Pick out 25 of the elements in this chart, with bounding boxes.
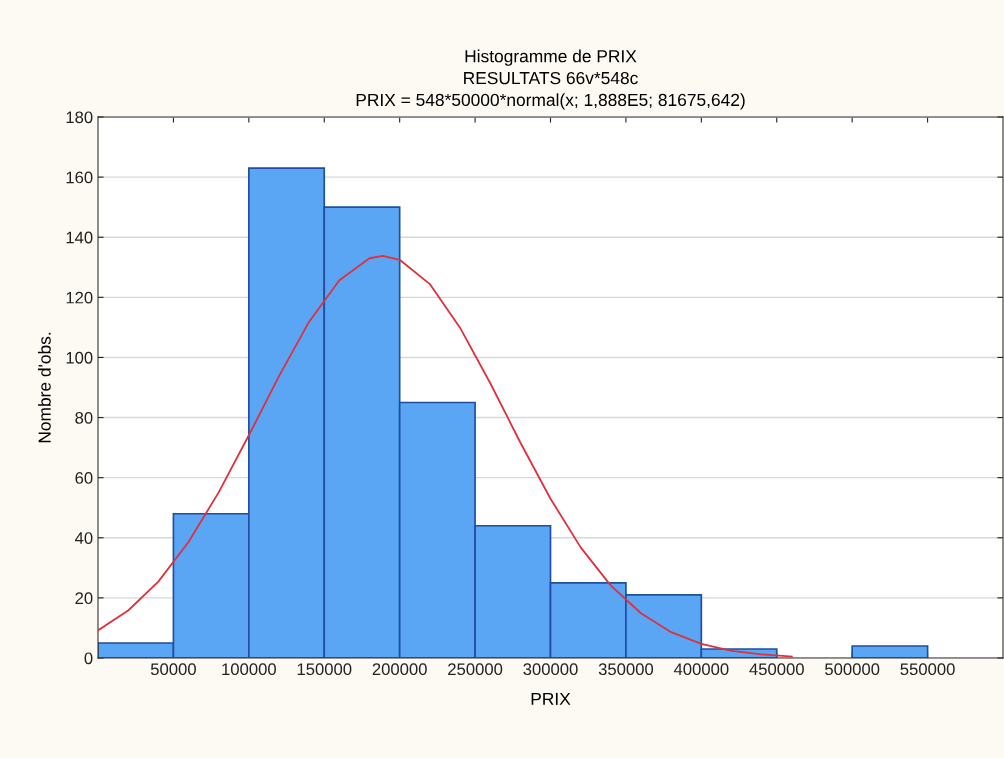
x-tick-label: 500000 (825, 663, 880, 676)
y-axis-title: Nombre d'obs. (38, 332, 51, 443)
y-tick-label: 80 (75, 411, 93, 424)
y-tick-label: 140 (66, 231, 93, 244)
x-tick-label: 100000 (222, 663, 276, 676)
line-series (98, 254, 793, 658)
x-tick-label: 400000 (673, 663, 729, 676)
chart-title: Histogramme de PRIX RESULTATS 66v*548c PRIX = 548*50000*normal(x; 1,888E5; 81675,642) (356, 49, 745, 110)
y-tick-label: 100 (66, 351, 93, 364)
x-tick-label: 150000 (297, 663, 352, 676)
y-tick-label: 160 (66, 171, 93, 184)
x-tick-label: 550000 (900, 663, 955, 676)
x-tick-label: 300000 (523, 663, 578, 676)
y-tick-label: 120 (66, 291, 93, 304)
x-tick-label: 200000 (372, 663, 427, 676)
y-tick-label: 0 (84, 652, 93, 665)
x-tick-label: 350000 (598, 663, 654, 676)
x-tick-label: 450000 (749, 663, 804, 676)
y-tick-label: 40 (74, 532, 93, 544)
y-tick-label: 20 (75, 592, 93, 605)
y-tick-label: 180 (66, 111, 93, 124)
y-tick-label: 60 (75, 472, 93, 484)
x-tick-label: 250000 (448, 663, 503, 676)
x-tick-label: 50000 (150, 663, 196, 676)
x-axis-title: PRIX (531, 692, 571, 705)
